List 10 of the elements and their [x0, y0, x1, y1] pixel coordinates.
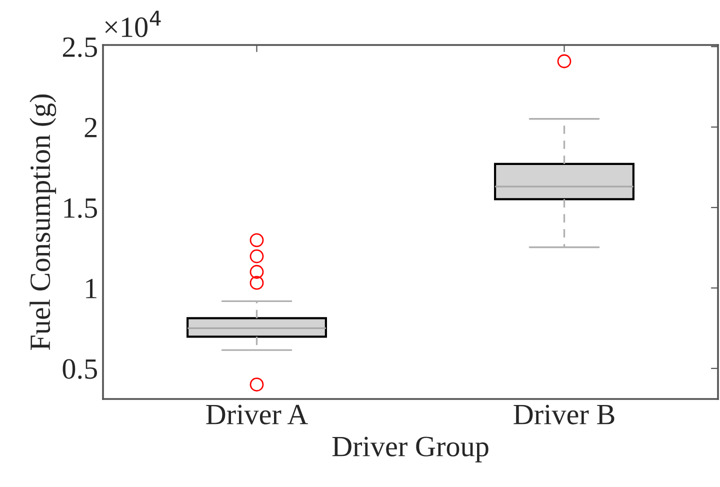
y-tick-label: 0.5	[62, 359, 97, 379]
x-tick-label: Driver B	[514, 404, 614, 424]
x-axis-title: Driver Group	[332, 436, 488, 462]
text: ×10$^{4}$	[105, 10, 161, 38]
y-tick-label: 2.5	[62, 37, 97, 58]
y-axis-title: Fuel Consumption (g)	[30, 94, 56, 350]
y-tick-label: 1.5	[64, 198, 97, 218]
y-tick-label: 1	[86, 278, 96, 298]
y-tick-label: 2	[84, 118, 97, 138]
x-tick-label: Driver A	[206, 404, 308, 424]
